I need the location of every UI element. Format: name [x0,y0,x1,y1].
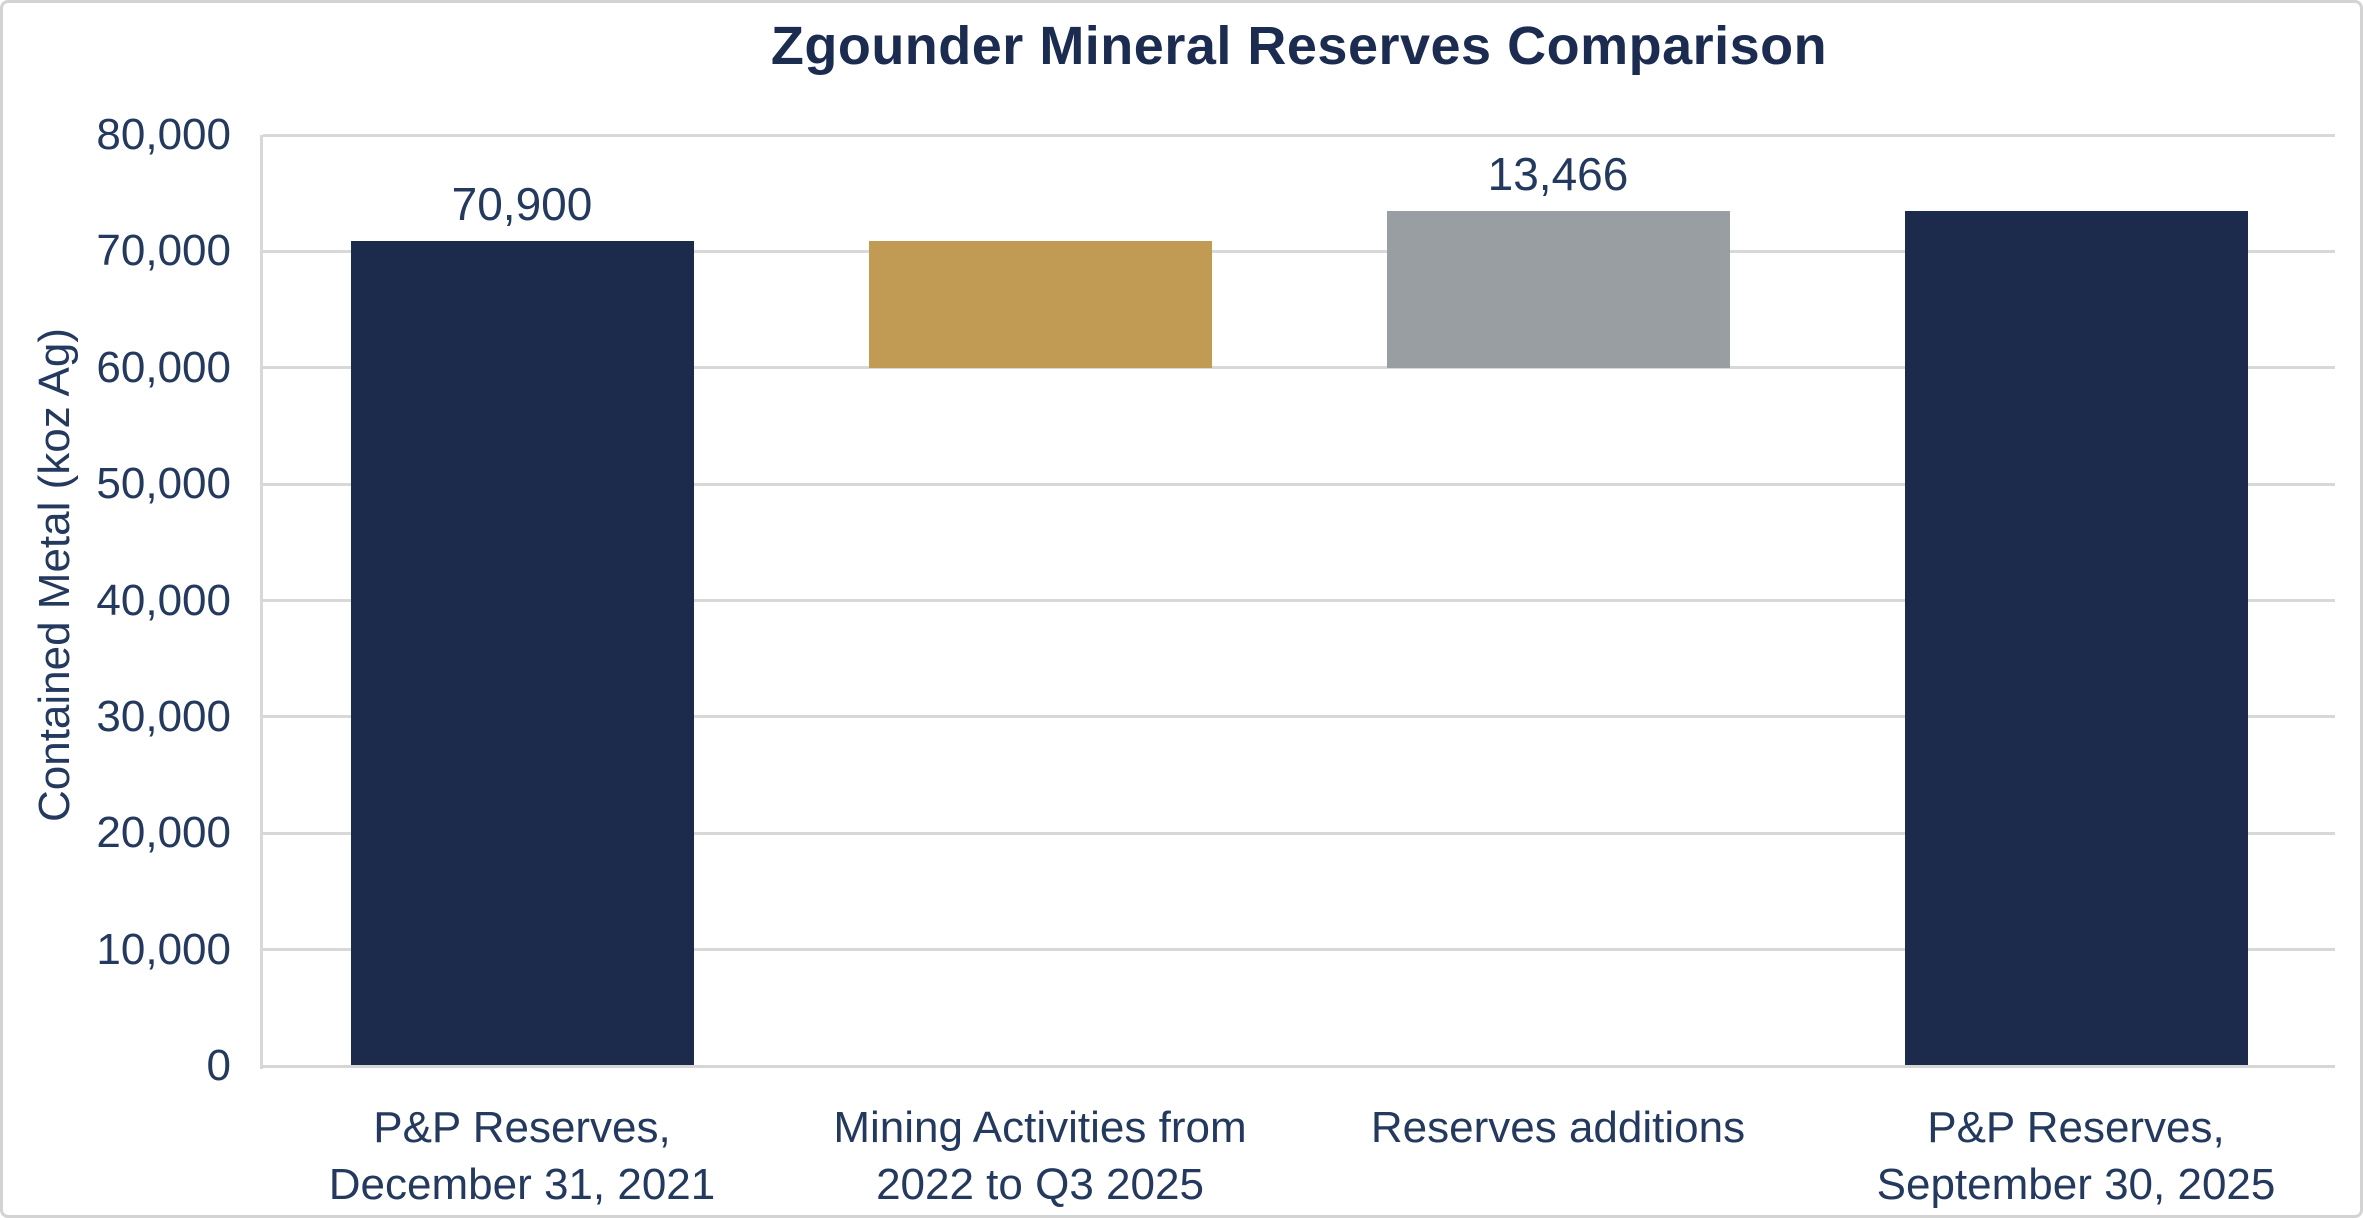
gridline-70000 [263,249,2335,253]
y-tick-label: 80,000 [96,110,231,159]
data-label-reserves-additions: 13,466 [1487,148,1629,200]
bar-mining-activities [869,241,1212,368]
y-axis-line [260,135,263,1069]
x-category-label-pp-reserves-2025: P&P Reserves, September 30, 2025 [1876,1103,2276,1209]
bar-reserves-additions [1387,211,1730,368]
chart-title: Zgounder Mineral Reserves Comparison [770,16,1828,76]
y-tick-label: 70,000 [96,226,231,276]
y-tick-label: 30,000 [96,691,231,741]
bar-pp-reserves-2021 [351,241,694,1066]
y-tick-label: 60,000 [96,342,231,392]
bar-pp-reserves-2025 [1905,211,2248,1066]
plot-area [260,133,2335,1069]
x-axis-line [260,1065,2335,1068]
y-tick-label: 40,000 [96,575,231,625]
gridline-40000 [263,599,2335,602]
gridline-10000 [263,948,2335,952]
y-tick-label: 50,000 [96,459,231,509]
x-category-label-pp-reserves-2021: P&P Reserves, December 31, 2021 [328,1103,716,1209]
x-category-label-mining-activities: Mining Activities from 2022 to Q3 2025 [833,1103,1247,1209]
gridline-30000 [263,715,2335,719]
x-category-label-reserves-additions: Reserves additions [1370,1103,1746,1152]
y-tick-label: 0 [206,1041,231,1090]
gridline-50000 [263,482,2335,486]
gridline-80000 [263,133,2335,137]
gridline-20000 [263,831,2335,835]
data-label-pp-reserves-2021: 70,900 [451,178,593,230]
gridline-60000 [263,366,2335,370]
y-tick-label: 10,000 [96,924,231,974]
y-tick-label: 20,000 [96,808,231,858]
